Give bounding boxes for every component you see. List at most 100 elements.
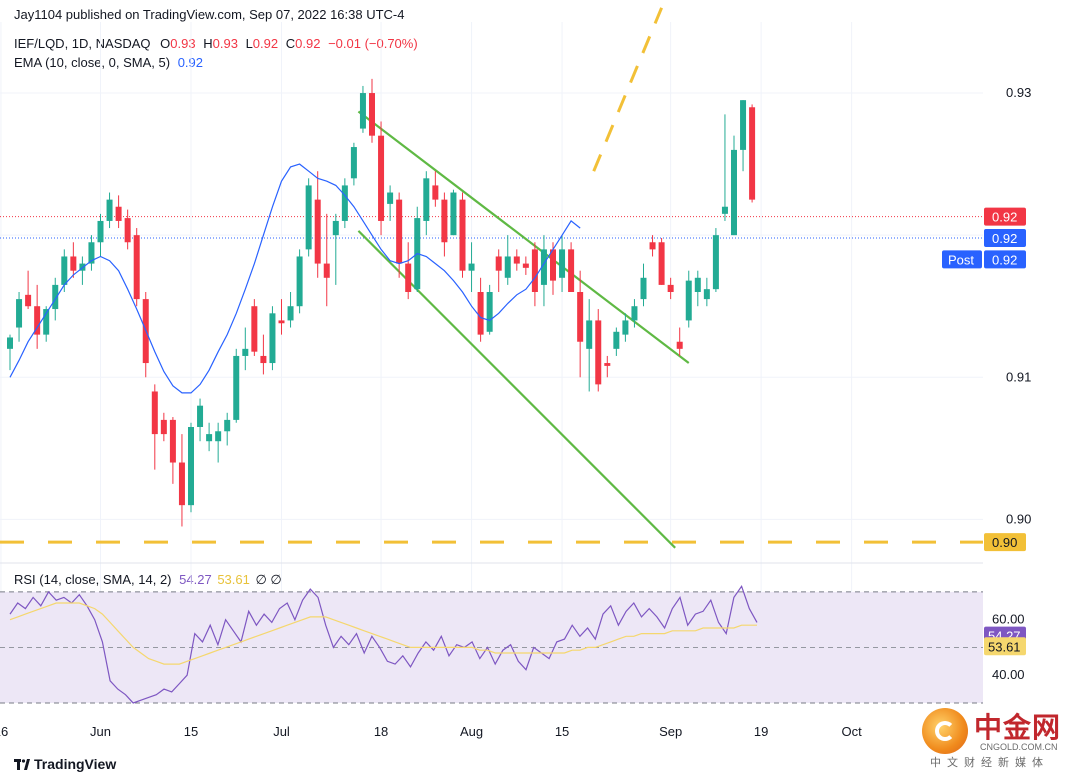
price-tick-label: 0.91	[1006, 369, 1031, 384]
candle	[88, 235, 95, 271]
time-tick-label: 15	[184, 724, 198, 739]
candle	[359, 85, 366, 133]
candle	[721, 114, 728, 221]
candle	[16, 292, 23, 342]
candle-body	[25, 294, 32, 307]
candle-body	[160, 419, 167, 435]
candle-body	[350, 147, 357, 179]
candle	[622, 313, 629, 342]
price-axis-label: 0.90	[984, 533, 1026, 552]
candle-body	[369, 93, 375, 136]
price-axis-label-text: 0.90	[992, 535, 1017, 550]
candle-body	[550, 249, 556, 281]
candle	[513, 249, 520, 271]
candle-body	[7, 337, 13, 349]
footer-brand[interactable]: TradingView	[14, 756, 116, 772]
candle-body	[106, 199, 113, 221]
candle	[7, 334, 13, 371]
rsi-legend: RSI (14, close, SMA, 14, 2) 54.27 53.61 …	[14, 572, 282, 588]
candle	[640, 263, 647, 307]
candle-body	[577, 292, 584, 342]
candle-body	[658, 242, 665, 285]
price-tick-label: 0.93	[1006, 85, 1031, 100]
candle	[115, 195, 122, 229]
footer-brand-label: TradingView	[34, 756, 117, 772]
candle-body	[178, 462, 185, 506]
rsi-value: 54.27	[179, 572, 212, 587]
candle	[658, 238, 665, 285]
candle	[459, 192, 466, 278]
rsi-tick-label: 40.00	[992, 667, 1025, 682]
price-axis-label: 0.92	[984, 207, 1026, 226]
rsi-label[interactable]: RSI (14, close, SMA, 14, 2)	[14, 572, 172, 587]
candle-body	[531, 249, 538, 292]
candle-body	[731, 149, 737, 236]
candle	[70, 242, 77, 278]
candle	[287, 292, 294, 328]
high-label: H	[203, 36, 213, 51]
time-tick-label: 15	[555, 724, 569, 739]
candle-body	[396, 199, 403, 264]
ema-label[interactable]: EMA (10, close, 0, SMA, 5)	[14, 55, 171, 70]
candle-body	[640, 277, 647, 300]
rsi-line	[9, 584, 758, 704]
candle-body	[70, 256, 77, 271]
time-tick-label: Jul	[273, 724, 290, 739]
candle	[323, 213, 330, 307]
price-axis-label: 0.92	[984, 229, 1026, 247]
candle	[595, 309, 602, 392]
candle-body	[504, 256, 511, 278]
channel-upper-line	[357, 110, 690, 364]
candle-body	[586, 320, 593, 349]
watermark-subtitle: 中文财经新媒体	[930, 756, 1049, 769]
symbol-label[interactable]: IEF/LQD, 1D, NASDAQ	[14, 36, 151, 51]
candle	[106, 192, 113, 229]
rsi-extra-icons: ∅ ∅	[255, 572, 282, 587]
candle-body	[43, 309, 50, 335]
candle	[387, 185, 394, 221]
low-value: 0.92	[252, 36, 279, 51]
candle	[712, 228, 719, 292]
candle	[242, 327, 249, 371]
cngold-logo-icon	[922, 708, 968, 754]
candle-body	[685, 280, 692, 321]
candle	[531, 242, 538, 307]
candle-body	[721, 206, 728, 214]
candle-body	[604, 363, 611, 366]
candle	[550, 242, 556, 295]
candle	[178, 434, 185, 527]
candle	[495, 249, 502, 292]
candle	[486, 284, 493, 335]
open-value: 0.93	[170, 36, 196, 51]
high-value: 0.93	[212, 36, 238, 51]
candle	[685, 270, 692, 328]
candle-body	[251, 306, 258, 352]
ema-legend: EMA (10, close, 0, SMA, 5) 0.92	[14, 55, 203, 70]
price-axis-label-bg	[984, 207, 1026, 226]
time-tick-label: 18	[374, 724, 388, 739]
candle	[79, 256, 86, 285]
candle-body	[740, 100, 747, 150]
close-value: 0.92	[295, 36, 321, 51]
open-label: O	[160, 36, 171, 51]
candle-body	[749, 107, 756, 200]
candle-body	[341, 185, 348, 221]
candle	[468, 242, 475, 292]
dashed-trend-line	[592, 7, 663, 172]
candle	[522, 256, 529, 275]
time-tick-label: Sep	[659, 724, 682, 739]
candle	[215, 422, 222, 463]
candle	[703, 277, 710, 307]
candle	[405, 242, 412, 300]
candle	[423, 171, 430, 236]
tradingview-logo-icon	[14, 759, 30, 770]
candle-body	[631, 306, 638, 321]
candle-body	[16, 299, 23, 328]
candle-body	[459, 199, 466, 271]
candle-body	[115, 206, 122, 221]
candle-body	[676, 341, 683, 349]
time-tick-label: 16	[0, 724, 8, 739]
candle	[278, 299, 285, 335]
candle	[649, 235, 656, 257]
